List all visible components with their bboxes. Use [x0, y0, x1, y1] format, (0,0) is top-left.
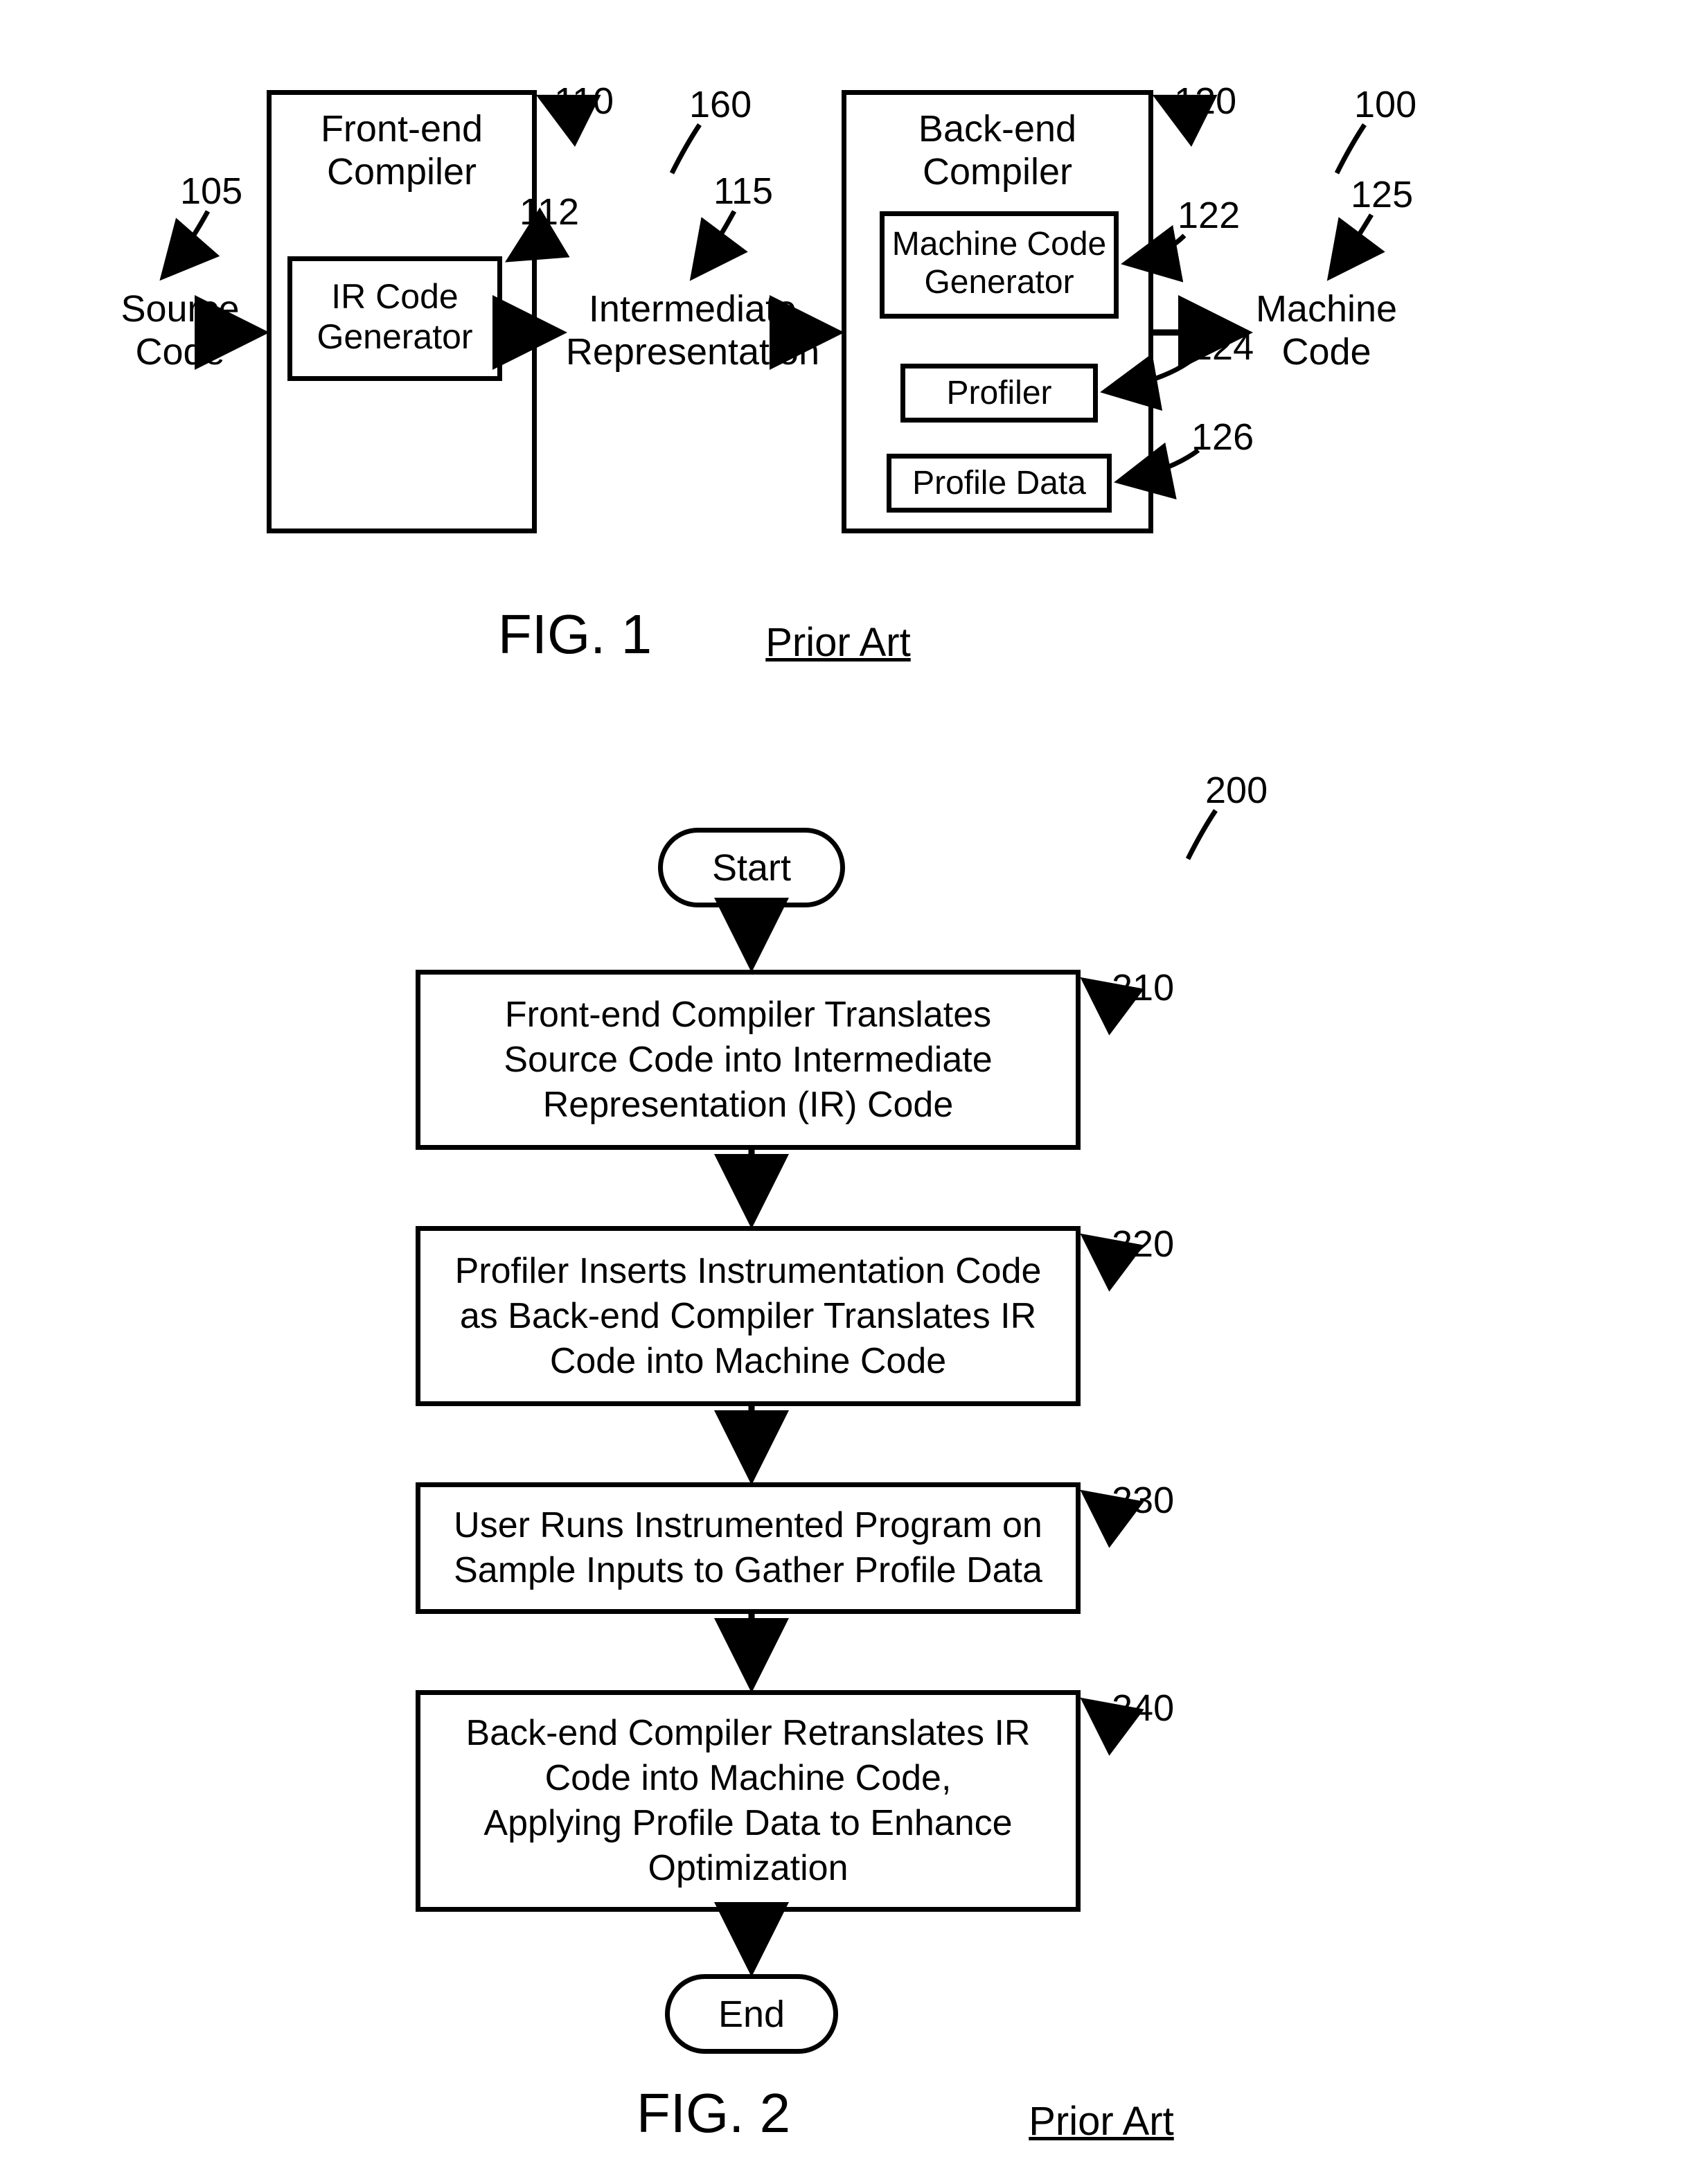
ref-230: 230: [1112, 1479, 1174, 1522]
fig2-subtitle: Prior Art: [1011, 2099, 1191, 2145]
ref-200: 200: [1205, 769, 1268, 812]
page: Source Code Front-end Compiler IR Code G…: [0, 0, 1688, 2184]
fig2-title: FIG. 2: [610, 2081, 817, 2145]
fig2-connectors: [0, 0, 1688, 2184]
ref-220: 220: [1112, 1223, 1174, 1266]
ref-210: 210: [1112, 966, 1174, 1009]
ref-240: 240: [1112, 1687, 1174, 1730]
